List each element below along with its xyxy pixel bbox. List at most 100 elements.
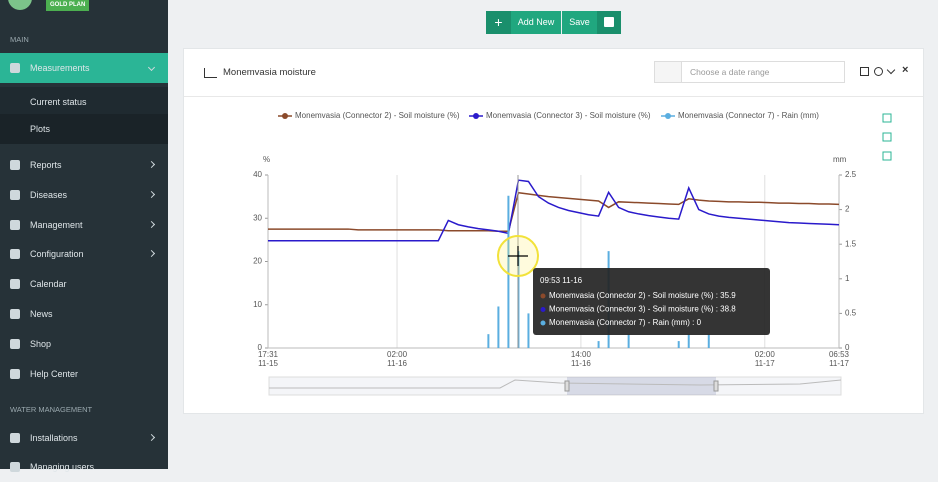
x-tick-label: 02:00 <box>755 350 776 359</box>
menu-label: Configuration <box>30 249 84 259</box>
y-tick-label: 40 <box>253 170 262 179</box>
sidebar: GOLD PLAN MAIN Measurements Current status… <box>0 0 168 472</box>
series-line <box>268 191 840 232</box>
legend-dot <box>282 113 288 119</box>
y-tick-label: 0 <box>258 343 263 352</box>
tooltip-row: Monemvasia (Connector 2) - Soil moisture… <box>549 291 736 300</box>
edit-icon[interactable] <box>860 67 869 76</box>
y-tick-label: 10 <box>253 300 262 309</box>
menu-label: Shop <box>30 339 52 349</box>
menu-label: Management <box>30 220 83 230</box>
tooltip-dot <box>540 293 546 299</box>
save-button[interactable]: Save <box>562 11 597 34</box>
menu-icon <box>10 462 20 472</box>
x-tick-label: 11-16 <box>387 359 407 368</box>
y2-tick-label: 1 <box>845 274 850 283</box>
y2-tick-label: 2.5 <box>845 170 857 179</box>
menu-item[interactable]: Installations <box>0 423 168 453</box>
chart-tool[interactable] <box>882 113 892 123</box>
refresh-icon[interactable] <box>874 67 883 76</box>
menu-icon <box>10 220 20 230</box>
chart: % mm01020304000.511.522.517:3111-1502:001… <box>253 111 892 396</box>
menu-label: Current status <box>30 97 87 107</box>
tooltip-box <box>533 268 770 335</box>
menu-item[interactable]: Management <box>0 210 168 240</box>
menu-item[interactable]: Configuration <box>0 239 168 269</box>
navigator-handle[interactable] <box>713 380 719 392</box>
x-tick-label: 02:00 <box>387 350 408 359</box>
menu-label: Reports <box>30 160 62 170</box>
menu-item[interactable]: News <box>0 299 168 329</box>
tooltip-dot <box>540 320 546 326</box>
close-icon[interactable]: × <box>902 64 909 76</box>
submenu-item[interactable]: Current status <box>0 87 168 117</box>
x-tick-label: 11-17 <box>755 359 775 368</box>
date-placeholder: Choose a date range <box>690 67 770 77</box>
menu-item[interactable]: Diseases <box>0 180 168 210</box>
menu-item-active[interactable]: Measurements <box>0 53 168 83</box>
y2-unit: mm <box>833 155 847 164</box>
y2-tick-label: 2 <box>845 205 850 214</box>
series-line <box>268 179 840 242</box>
calendar-icon <box>655 62 682 82</box>
menu-icon <box>10 433 20 443</box>
chart-icon <box>204 68 217 78</box>
y-tick-label: 30 <box>253 213 262 222</box>
legend-dot <box>473 113 479 119</box>
menu-label: Calendar <box>30 279 67 289</box>
submenu-item-selected[interactable]: Plots <box>0 114 168 144</box>
y2-tick-label: 0.5 <box>845 309 857 318</box>
menu-label: Help Center <box>30 369 79 379</box>
menu-item[interactable]: Shop <box>0 329 168 359</box>
menu-icon <box>10 63 20 73</box>
add-new-button[interactable]: Add New <box>511 11 561 34</box>
tooltip-row: Monemvasia (Connector 7) - Rain (mm) : 0 <box>549 318 702 327</box>
menu-item[interactable]: Help Center <box>0 359 168 389</box>
y-tick-label: 20 <box>253 257 262 266</box>
logo <box>8 0 32 10</box>
menu-label: Diseases <box>30 190 68 200</box>
tooltip-time: 09:53 11-16 <box>540 276 583 285</box>
menu-item[interactable]: Calendar <box>0 269 168 299</box>
x-tick-label: 06:53 <box>829 350 850 359</box>
legend-dot <box>665 113 671 119</box>
y-unit: % <box>263 155 270 164</box>
page: GOLD PLAN MAIN Measurements Current status… <box>0 0 924 472</box>
menu-label: News <box>30 309 53 319</box>
chart-tool[interactable] <box>882 151 892 161</box>
section-heading: MAIN <box>10 35 29 44</box>
add-icon[interactable]: + <box>486 11 511 34</box>
tooltip-dot <box>540 307 546 312</box>
x-tick-label: 17:31 <box>258 350 279 359</box>
menu-icon <box>10 279 20 289</box>
y2-tick-label: 0 <box>845 343 850 352</box>
navigator-handle[interactable] <box>564 380 570 392</box>
date-range-input[interactable]: Choose a date range <box>654 61 845 83</box>
chart-tool[interactable] <box>882 132 892 142</box>
legend-label: Monemvasia (Connector 2) - Soil moisture… <box>295 111 460 120</box>
plan-badge: GOLD PLAN <box>46 0 90 11</box>
menu-label: Plots <box>30 124 51 134</box>
x-tick-label: 14:00 <box>571 350 592 359</box>
menu-item[interactable]: Managing users <box>0 452 168 482</box>
navigator <box>268 376 842 396</box>
menu-label: Managing users <box>30 462 95 472</box>
legend-label: Monemvasia (Connector 3) - Soil moisture… <box>486 111 651 120</box>
section-heading: WATER MANAGEMENT <box>10 405 93 414</box>
legend-label: Monemvasia (Connector 7) - Rain (mm) <box>678 111 819 120</box>
x-tick-label: 11-15 <box>258 359 278 368</box>
navigator-window[interactable] <box>567 377 716 395</box>
navigator-line <box>269 379 842 389</box>
menu-icon <box>10 339 20 349</box>
cursor-cross <box>508 246 528 266</box>
y2-tick-label: 1.5 <box>845 239 857 248</box>
menu-icon <box>10 369 20 379</box>
menu-icon <box>10 249 20 259</box>
save-icon[interactable] <box>597 11 621 34</box>
menu-item[interactable]: Reports <box>0 150 168 180</box>
menu-label: Measurements <box>30 63 90 73</box>
panel: Monemvasia moisture Choose a date range … <box>183 48 924 414</box>
panel-title: Monemvasia moisture <box>223 67 316 78</box>
menu-label: Installations <box>30 433 78 443</box>
menu-icon <box>10 190 20 200</box>
